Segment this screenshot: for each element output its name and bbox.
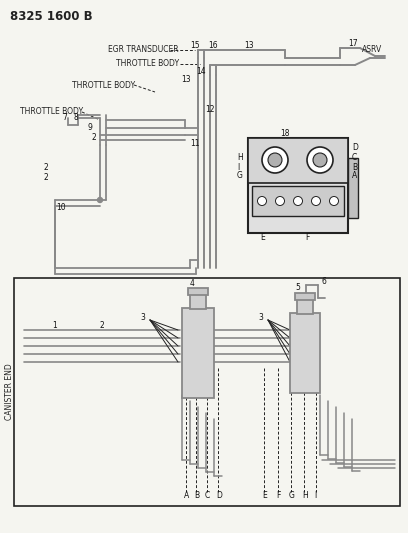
- Text: 10: 10: [56, 203, 66, 212]
- Text: 8325 1600 B: 8325 1600 B: [10, 10, 93, 22]
- Text: 2: 2: [92, 133, 97, 142]
- Text: 18: 18: [280, 128, 290, 138]
- Bar: [248, 138, 348, 183]
- Text: G: G: [289, 491, 295, 500]
- Text: 8: 8: [74, 112, 79, 122]
- Text: 1: 1: [52, 321, 57, 330]
- Text: 3: 3: [140, 313, 145, 322]
- Text: 9: 9: [88, 124, 93, 133]
- Text: 3: 3: [258, 313, 263, 322]
- Text: 12: 12: [205, 106, 215, 115]
- Text: ASRV: ASRV: [362, 45, 382, 54]
- Circle shape: [313, 153, 327, 167]
- Text: E: E: [260, 233, 265, 243]
- Text: H: H: [302, 491, 308, 500]
- Text: C: C: [352, 154, 357, 163]
- Circle shape: [98, 198, 102, 203]
- Text: H: H: [237, 154, 243, 163]
- Text: THROTTLE BODY: THROTTLE BODY: [20, 108, 83, 117]
- Circle shape: [311, 197, 321, 206]
- Text: 14: 14: [196, 67, 206, 76]
- Text: F: F: [305, 233, 309, 243]
- Bar: [14, 278, 400, 506]
- Text: 2: 2: [43, 174, 48, 182]
- Text: A: A: [184, 491, 189, 500]
- Text: B: B: [194, 491, 199, 500]
- Text: 5: 5: [295, 284, 300, 293]
- Circle shape: [268, 153, 282, 167]
- Text: 4: 4: [190, 279, 195, 287]
- Bar: [252, 186, 344, 216]
- Text: B: B: [352, 163, 357, 172]
- Text: C: C: [205, 491, 210, 500]
- Text: 6: 6: [322, 277, 327, 286]
- Bar: [295, 293, 315, 300]
- Text: CANISTER END: CANISTER END: [5, 364, 15, 421]
- Text: E: E: [262, 491, 267, 500]
- Text: I: I: [237, 163, 239, 172]
- Text: D: D: [216, 491, 222, 500]
- Circle shape: [330, 197, 339, 206]
- Circle shape: [275, 197, 284, 206]
- Text: 2: 2: [100, 321, 105, 330]
- Circle shape: [307, 147, 333, 173]
- Text: G: G: [237, 172, 243, 181]
- Text: THROTTLE BODY: THROTTLE BODY: [72, 80, 135, 90]
- Text: D: D: [352, 143, 358, 152]
- Text: 17: 17: [348, 38, 358, 47]
- Text: THROTTLE BODY: THROTTLE BODY: [116, 60, 179, 69]
- Text: 13: 13: [181, 75, 191, 84]
- Bar: [190, 293, 206, 309]
- Bar: [348, 158, 358, 218]
- Circle shape: [293, 197, 302, 206]
- Bar: [248, 138, 348, 233]
- Text: 7: 7: [62, 112, 67, 122]
- Bar: [182, 308, 214, 398]
- Text: 13: 13: [244, 42, 254, 51]
- Text: I: I: [314, 491, 316, 500]
- Text: A: A: [352, 172, 357, 181]
- Circle shape: [262, 147, 288, 173]
- Bar: [290, 313, 320, 393]
- Bar: [188, 288, 208, 295]
- Text: 16: 16: [208, 42, 217, 51]
- Text: F: F: [276, 491, 280, 500]
- Text: 11: 11: [190, 139, 200, 148]
- Circle shape: [257, 197, 266, 206]
- Bar: [297, 298, 313, 314]
- Text: 15: 15: [190, 42, 200, 51]
- Text: 2: 2: [43, 164, 48, 173]
- Text: EGR TRANSDUCER: EGR TRANSDUCER: [108, 45, 179, 54]
